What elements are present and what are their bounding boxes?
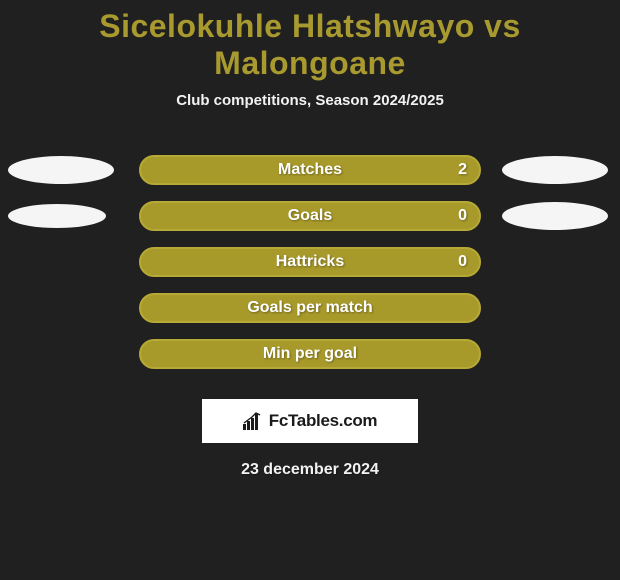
bar-chart-icon: [243, 412, 265, 430]
stat-value: 0: [458, 253, 467, 271]
stat-label: Matches: [141, 161, 479, 179]
stat-bar: Goals0: [139, 201, 481, 231]
stat-bar: Hattricks0: [139, 247, 481, 277]
right-player-oval: [502, 202, 608, 230]
snapshot-date: 23 december 2024: [0, 461, 620, 479]
comparison-title: Sicelokuhle Hlatshwayo vs Malongoane: [0, 0, 620, 82]
stat-value: 0: [458, 207, 467, 225]
stat-label: Hattricks: [141, 253, 479, 271]
stat-row: Goals0: [0, 193, 620, 239]
season-subtitle: Club competitions, Season 2024/2025: [0, 92, 620, 109]
stat-row: Matches2: [0, 147, 620, 193]
stat-label: Goals: [141, 207, 479, 225]
infographic-container: Sicelokuhle Hlatshwayo vs Malongoane Clu…: [0, 0, 620, 580]
left-player-oval: [8, 156, 114, 184]
brand-logo-box: FcTables.com: [202, 399, 418, 443]
right-player-oval: [502, 156, 608, 184]
stat-bar: Matches2: [139, 155, 481, 185]
stat-row: Goals per match: [0, 285, 620, 331]
stat-label: Goals per match: [141, 299, 479, 317]
stat-value: 2: [458, 161, 467, 179]
stat-row: Min per goal: [0, 331, 620, 377]
stats-chart: Matches2Goals0Hattricks0Goals per matchM…: [0, 147, 620, 377]
left-player-oval: [8, 204, 106, 228]
stat-row: Hattricks0: [0, 239, 620, 285]
brand-name: FcTables.com: [269, 411, 378, 431]
stat-label: Min per goal: [141, 345, 479, 363]
stat-bar: Min per goal: [139, 339, 481, 369]
stat-bar: Goals per match: [139, 293, 481, 323]
